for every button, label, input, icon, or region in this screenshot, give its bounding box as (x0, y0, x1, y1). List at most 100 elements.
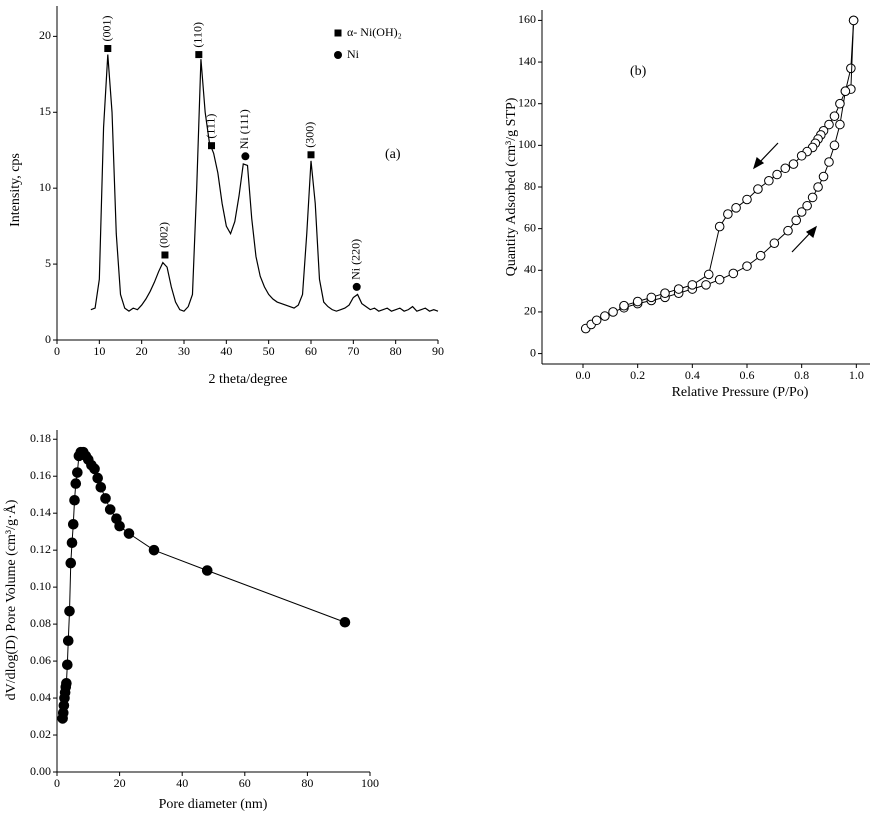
data-point (835, 98, 845, 109)
data-point (72, 467, 83, 478)
data-point (619, 300, 629, 311)
x-axis-label: 2 theta/degree (209, 372, 288, 387)
x-tick-label: 1.0 (849, 368, 864, 382)
y-tick-label: 0.16 (30, 468, 51, 482)
data-point (65, 557, 77, 569)
x-tick-label: 40 (220, 344, 232, 358)
x-tick-label: 20 (136, 344, 148, 358)
data-point (591, 315, 602, 326)
marker (352, 282, 361, 291)
y-tick-label: 140 (518, 54, 536, 68)
y-tick-label: 0.12 (30, 542, 51, 556)
series-line (623, 20, 855, 307)
y-tick-label: 40 (524, 262, 536, 276)
marker (334, 51, 342, 59)
x-tick-label: 60 (239, 776, 251, 790)
x-tick-label: 0.2 (630, 368, 645, 382)
data-point (673, 284, 684, 294)
peak-label: (110) (191, 22, 205, 48)
y-tick-label: 0 (530, 345, 536, 359)
data-point (840, 86, 851, 97)
y-axis-label: dV/dlog(D) Pore Volume (cm³/g·Å) (3, 499, 19, 700)
data-point (701, 280, 711, 290)
data-point (772, 169, 782, 180)
y-tick-label: 0.00 (30, 764, 51, 778)
data-point (89, 463, 100, 475)
y-tick-label: 160 (518, 12, 536, 26)
series-line (90, 54, 439, 312)
x-tick-label: 100 (361, 776, 379, 790)
x-tick-label: 0.0 (576, 368, 591, 382)
data-point (608, 307, 618, 317)
data-point (95, 482, 107, 493)
data-point (742, 261, 752, 271)
x-axis-label: Relative Pressure (P/Po) (672, 385, 809, 400)
data-point (764, 175, 774, 186)
data-point (829, 111, 840, 121)
x-tick-label: 90 (432, 344, 444, 358)
x-axis-label: Pore diameter (nm) (159, 797, 268, 812)
data-point (660, 288, 670, 299)
marker (195, 51, 203, 59)
data-point (61, 677, 72, 689)
annotation: (b) (630, 64, 647, 79)
data-point (807, 192, 818, 203)
y-tick-label: 0.04 (30, 690, 51, 704)
y-tick-label: 0.06 (30, 653, 51, 667)
data-point (788, 159, 799, 169)
data-point (62, 659, 73, 671)
x-tick-label: 10 (93, 344, 105, 358)
series-line (62, 451, 346, 719)
data-point (69, 494, 80, 506)
legend-label: α- Ni(OH)₂ (347, 25, 402, 39)
data-point (846, 63, 856, 74)
marker (161, 251, 169, 259)
y-tick-label: 0.14 (30, 505, 51, 519)
data-point (148, 544, 160, 556)
y-tick-label: 10 (39, 180, 51, 194)
x-tick-label: 80 (301, 776, 313, 790)
y-tick-label: 100 (518, 137, 536, 151)
data-point (835, 119, 845, 130)
data-point (687, 280, 698, 290)
y-tick-label: 0.10 (30, 579, 51, 593)
arrows (753, 142, 817, 253)
y-axis-label: Intensity, cps (8, 153, 23, 227)
data-point (646, 292, 657, 303)
peak-label: (002) (157, 222, 171, 248)
peak-label: Ni (111) (237, 109, 251, 149)
y-tick-label: 15 (39, 104, 51, 118)
data-point (703, 269, 714, 280)
marker (307, 151, 315, 159)
data-point (104, 504, 116, 515)
data-point (802, 200, 812, 211)
data-point (728, 268, 739, 279)
peak-label: (300) (303, 122, 317, 148)
x-tick-label: 30 (178, 344, 190, 358)
y-tick-label: 80 (524, 179, 536, 193)
data-point (201, 565, 213, 576)
data-point (755, 250, 766, 261)
x-tick-label: 0 (54, 776, 60, 790)
data-point (114, 520, 125, 532)
data-point (780, 163, 791, 174)
data-point (753, 184, 763, 194)
x-tick-label: 70 (347, 344, 359, 358)
peak-label: (111) (203, 114, 217, 139)
data-point (714, 221, 725, 232)
data-point (339, 616, 351, 628)
data-point (829, 140, 840, 151)
y-tick-label: 0 (45, 332, 51, 346)
y-tick-label: 20 (39, 28, 51, 42)
data-point (62, 635, 74, 647)
peak-label: Ni (220) (348, 239, 362, 280)
x-tick-label: 0 (54, 344, 60, 358)
marker (104, 45, 112, 53)
x-tick-label: 50 (263, 344, 275, 358)
marker (208, 142, 216, 150)
data-point (123, 528, 135, 539)
data-point (796, 207, 807, 217)
y-tick-label: 0.08 (30, 616, 51, 630)
data-point (769, 238, 780, 249)
